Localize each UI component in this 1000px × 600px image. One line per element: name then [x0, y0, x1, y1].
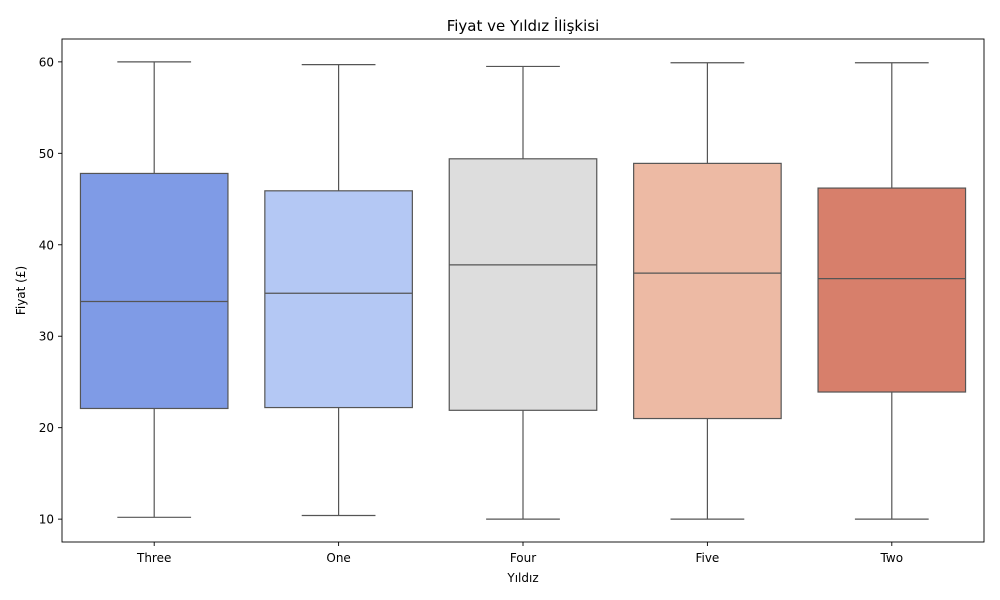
x-tick-label: Four — [510, 551, 536, 565]
y-axis: 10 20 30 40 50 60 — [39, 55, 62, 527]
y-tick-label: 20 — [39, 421, 54, 435]
box-five — [633, 162, 782, 420]
y-tick-label: 50 — [39, 147, 54, 161]
box-three — [79, 172, 229, 410]
box-group-three — [79, 61, 229, 518]
x-axis-label: Yıldız — [506, 571, 538, 585]
y-axis-label: Fiyat (£) — [14, 266, 28, 315]
y-tick-label: 60 — [39, 55, 54, 69]
x-tick-label: Two — [880, 551, 904, 565]
boxes-layer — [79, 61, 967, 520]
box-group-one — [264, 64, 413, 517]
box-one — [264, 190, 413, 409]
y-tick-label: 30 — [39, 330, 54, 344]
x-axis: Three One Four Five Two — [136, 542, 903, 565]
y-tick-label: 40 — [39, 238, 54, 252]
box-four — [448, 158, 598, 411]
x-tick-label: One — [326, 551, 350, 565]
box-group-four — [448, 65, 598, 520]
box-group-two — [817, 62, 967, 520]
box-two — [817, 187, 967, 393]
box-group-five — [633, 62, 782, 520]
y-tick-label: 10 — [39, 513, 54, 527]
x-tick-label: Five — [695, 551, 719, 565]
chart-title: Fiyat ve Yıldız İlişkisi — [447, 16, 600, 35]
x-tick-label: Three — [136, 551, 171, 565]
